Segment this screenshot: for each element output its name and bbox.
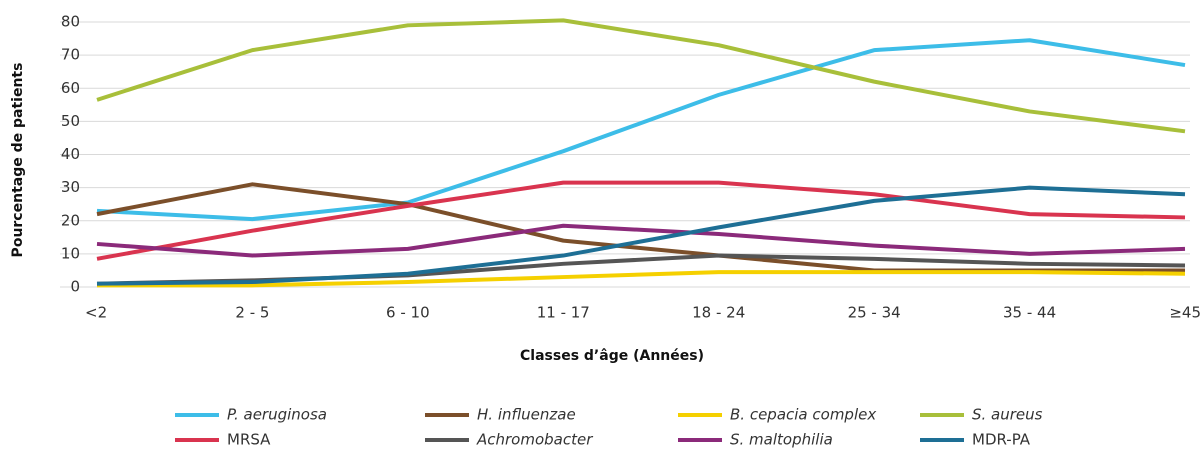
legend-label: S. maltophilia xyxy=(730,431,833,449)
x-tick-label: 6 - 10 xyxy=(386,304,430,322)
x-tick-label: 25 - 34 xyxy=(848,304,901,322)
y-tick-label: 40 xyxy=(61,145,80,163)
y-tick-label: 80 xyxy=(61,13,80,31)
series-line xyxy=(96,180,1186,261)
legend-label: P. aeruginosa xyxy=(227,406,327,424)
legend-label: S. aureus xyxy=(972,406,1043,424)
legend-label: H. influenzae xyxy=(477,406,576,424)
y-tick-label: 30 xyxy=(61,178,80,196)
x-tick-label: 35 - 44 xyxy=(1003,304,1056,322)
y-tick-label: 10 xyxy=(61,244,80,262)
series-line xyxy=(96,38,1186,222)
series-line xyxy=(96,223,1186,258)
x-tick-label: 11 - 17 xyxy=(537,304,590,322)
y-tick-label: 20 xyxy=(61,211,80,229)
legend-label: Achromobacter xyxy=(476,431,593,449)
x-axis-title: Classes d’âge (Années) xyxy=(520,348,704,364)
series-line xyxy=(96,185,1186,286)
legend-label: MRSA xyxy=(227,431,271,449)
y-tick-label: 0 xyxy=(70,278,80,296)
y-tick-label: 60 xyxy=(61,79,80,97)
series-line xyxy=(96,18,1186,134)
legend-label: MDR-PA xyxy=(972,431,1031,449)
y-tick-label: 50 xyxy=(61,112,80,130)
y-axis-title: Pourcentage de patients xyxy=(10,63,26,258)
x-tick-label: 2 - 5 xyxy=(235,304,269,322)
legend-label: B. cepacia complex xyxy=(730,406,876,424)
series-line xyxy=(97,270,1186,288)
series-line xyxy=(96,182,1185,273)
x-tick-label: <2 xyxy=(85,304,107,322)
x-tick-label: 18 - 24 xyxy=(692,304,745,322)
y-tick-label: 70 xyxy=(61,46,80,64)
x-tick-label: ≥45 xyxy=(1169,304,1201,322)
